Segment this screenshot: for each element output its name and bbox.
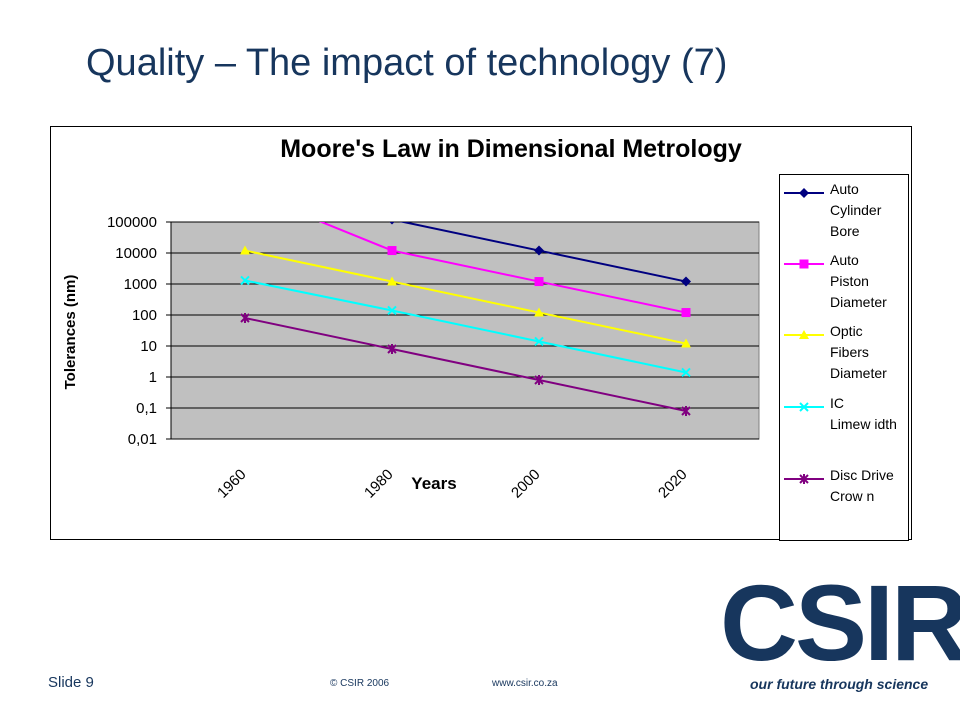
series-2 bbox=[240, 245, 691, 348]
data-point bbox=[681, 367, 691, 378]
series-3 bbox=[240, 275, 691, 378]
series-line bbox=[398, 222, 687, 283]
data-point bbox=[534, 375, 544, 386]
data-point bbox=[534, 336, 544, 347]
chart-area: Moore's Law in Dimensional Metrology 0,0… bbox=[50, 126, 912, 541]
data-point bbox=[681, 338, 691, 348]
legend-marker bbox=[799, 474, 809, 484]
data-point bbox=[240, 313, 250, 324]
y-tick-label: 0,1 bbox=[136, 400, 157, 417]
legend-label-line: IC bbox=[830, 395, 844, 411]
data-point bbox=[387, 344, 397, 355]
series-line bbox=[244, 279, 687, 374]
legend-label: Optic Fibers Diameter bbox=[830, 321, 910, 384]
legend-marker bbox=[799, 259, 809, 269]
series-line bbox=[244, 249, 687, 345]
series-line bbox=[244, 317, 687, 412]
legend-swatch bbox=[784, 259, 824, 269]
y-tick-label: 1000 bbox=[124, 276, 157, 293]
data-point bbox=[681, 276, 691, 287]
legend-label-line: Auto bbox=[830, 181, 859, 197]
data-point bbox=[387, 276, 397, 286]
y-tick-label: 100000 bbox=[107, 214, 157, 231]
data-point bbox=[387, 246, 397, 256]
legend-swatch bbox=[784, 402, 824, 412]
legend-label-line: Cylinder bbox=[830, 202, 882, 218]
data-point bbox=[681, 406, 691, 417]
legend-swatch bbox=[784, 330, 824, 339]
website-url: www.csir.co.za bbox=[492, 678, 558, 689]
plot-background bbox=[170, 221, 760, 440]
legend-marker bbox=[799, 402, 809, 412]
y-tick-label: 0,01 bbox=[128, 431, 157, 448]
legend-label-line: Optic bbox=[830, 323, 863, 339]
y-tick-label: 10000 bbox=[115, 245, 157, 262]
series-0 bbox=[240, 155, 691, 287]
legend-marker bbox=[799, 188, 809, 198]
data-point bbox=[534, 277, 544, 287]
legend-marker bbox=[799, 330, 809, 339]
y-tick-label: 100 bbox=[132, 307, 157, 324]
legend-label-line: Diameter bbox=[830, 365, 887, 381]
legend-label-line: Crow n bbox=[830, 488, 875, 504]
legend-label-line: Limew idth bbox=[830, 416, 897, 432]
legend-label-line: Fibers bbox=[830, 344, 869, 360]
legend-swatch bbox=[784, 474, 824, 484]
x-tick-label: 1960 bbox=[214, 466, 250, 502]
data-point bbox=[534, 307, 544, 317]
legend-label-line: Diameter bbox=[830, 294, 887, 310]
data-point bbox=[240, 275, 250, 286]
chart-legend: Auto Cylinder Bore Auto Piston Diameter Optic F… bbox=[779, 174, 909, 541]
series-line bbox=[318, 222, 687, 314]
data-point bbox=[681, 308, 691, 318]
logo-wordmark: CSIR bbox=[720, 562, 960, 683]
legend-label: Disc Drive Crow n bbox=[830, 465, 910, 507]
data-point bbox=[534, 245, 544, 256]
slide-title: Quality – The impact of technology (7) bbox=[86, 42, 728, 84]
x-tick-label: 2020 bbox=[655, 466, 691, 502]
legend-label-line: Auto bbox=[830, 252, 859, 268]
legend-label-line: Disc Drive bbox=[830, 467, 894, 483]
legend-swatch bbox=[784, 188, 824, 198]
legend-label: IC Limew idth bbox=[830, 393, 910, 435]
logo-tagline: our future through science bbox=[750, 676, 929, 692]
data-point bbox=[387, 305, 397, 316]
copyright-text: © CSIR 2006 bbox=[330, 678, 390, 689]
chart-plot: 0,01 0,1 1 10 100 1000 10000 100000 1960 1980 2000… bbox=[62, 155, 760, 502]
legend-label: Auto Cylinder Bore bbox=[830, 179, 910, 242]
series-1 bbox=[241, 187, 691, 318]
x-axis-title: Years bbox=[411, 474, 456, 493]
x-tick-label: 2000 bbox=[508, 466, 544, 502]
data-point bbox=[241, 187, 250, 196]
y-tick-label: 1 bbox=[149, 369, 157, 386]
data-point bbox=[240, 245, 250, 255]
legend-label: Auto Piston Diameter bbox=[830, 250, 910, 313]
data-point bbox=[389, 222, 395, 225]
legend-label-line: Piston bbox=[830, 273, 869, 289]
y-axis-title: Tolerances (nm) bbox=[62, 275, 79, 390]
legend-label-line: Bore bbox=[830, 223, 860, 239]
csir-logo: CSIR our future through science bbox=[720, 562, 960, 693]
y-tick-label: 10 bbox=[140, 338, 157, 355]
x-tick-label: 1980 bbox=[361, 466, 397, 502]
data-point bbox=[240, 155, 250, 165]
series-4 bbox=[240, 313, 691, 417]
chart-title: Moore's Law in Dimensional Metrology bbox=[280, 135, 742, 163]
slide-number: Slide 9 bbox=[48, 674, 94, 691]
